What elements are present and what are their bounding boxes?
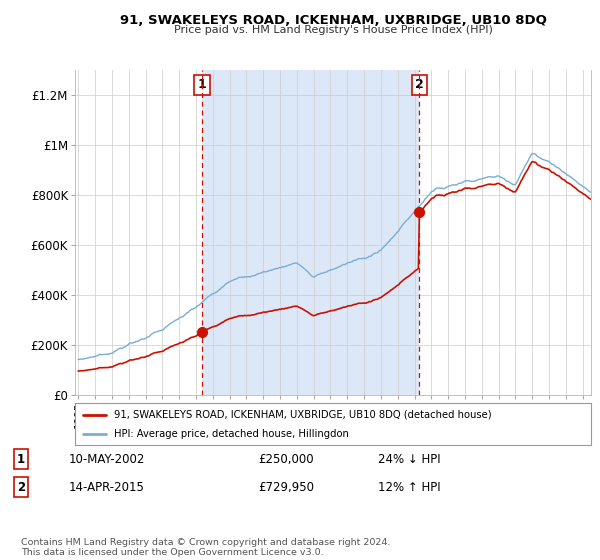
Text: 91, SWAKELEYS ROAD, ICKENHAM, UXBRIDGE, UB10 8DQ: 91, SWAKELEYS ROAD, ICKENHAM, UXBRIDGE, …	[119, 14, 547, 27]
Text: Contains HM Land Registry data © Crown copyright and database right 2024.
This d: Contains HM Land Registry data © Crown c…	[21, 538, 391, 557]
Text: Price paid vs. HM Land Registry's House Price Index (HPI): Price paid vs. HM Land Registry's House …	[173, 25, 493, 35]
Text: £729,950: £729,950	[258, 480, 314, 494]
Text: 2: 2	[415, 78, 424, 91]
Text: 24% ↓ HPI: 24% ↓ HPI	[378, 452, 440, 466]
Text: 12% ↑ HPI: 12% ↑ HPI	[378, 480, 440, 494]
Text: £250,000: £250,000	[258, 452, 314, 466]
Text: 1: 1	[17, 452, 25, 466]
Text: 14-APR-2015: 14-APR-2015	[69, 480, 145, 494]
Text: 1: 1	[198, 78, 206, 91]
Text: HPI: Average price, detached house, Hillingdon: HPI: Average price, detached house, Hill…	[114, 429, 349, 439]
Text: 91, SWAKELEYS ROAD, ICKENHAM, UXBRIDGE, UB10 8DQ (detached house): 91, SWAKELEYS ROAD, ICKENHAM, UXBRIDGE, …	[114, 409, 491, 419]
Bar	[202, 70, 419, 395]
Text: 10-MAY-2002: 10-MAY-2002	[69, 452, 145, 466]
Text: 2: 2	[17, 480, 25, 494]
